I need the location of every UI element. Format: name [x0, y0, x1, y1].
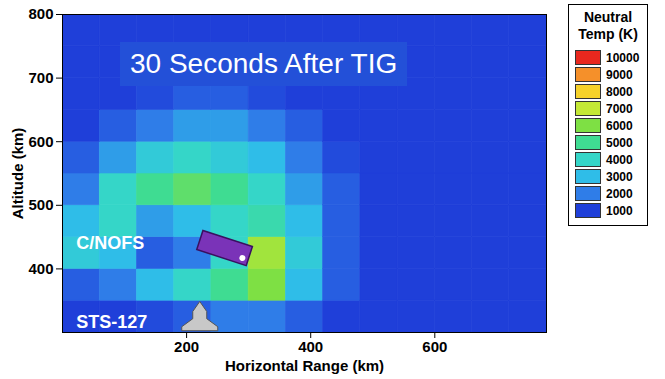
svg-text:700: 700 — [28, 69, 53, 86]
html-text:5000: 5000 — [606, 135, 633, 150]
svg-text:800: 800 — [28, 5, 53, 22]
svg-text:400: 400 — [28, 260, 53, 277]
svg-text:STS-127: STS-127 — [76, 312, 147, 332]
html-text:30 Seconds After TIG: 30 Seconds After TIG — [130, 48, 398, 79]
html-text:2000: 2000 — [606, 186, 633, 201]
html-text:Neutral Temp (K): Neutral Temp (K) — [578, 9, 638, 42]
html-text:3000: 3000 — [606, 169, 633, 184]
svg-text:C/NOFS: C/NOFS — [76, 233, 144, 253]
html-text:7000: 7000 — [606, 101, 633, 116]
svg-text:400: 400 — [298, 338, 323, 355]
svg-text:600: 600 — [28, 133, 53, 150]
svg-text:Horizontal Range (km): Horizontal Range (km) — [225, 357, 384, 374]
svg-text:600: 600 — [422, 338, 447, 355]
html-text:9000: 9000 — [606, 67, 633, 82]
svg-text:Altitude (km): Altitude (km) — [9, 128, 26, 220]
html-text:6000: 6000 — [606, 118, 633, 133]
html-text:10000: 10000 — [606, 50, 640, 65]
svg-text:500: 500 — [28, 196, 53, 213]
html-text:1000: 1000 — [606, 203, 633, 218]
svg-text:200: 200 — [174, 338, 199, 355]
html-text:4000: 4000 — [606, 152, 633, 167]
html-text:8000: 8000 — [606, 84, 633, 99]
